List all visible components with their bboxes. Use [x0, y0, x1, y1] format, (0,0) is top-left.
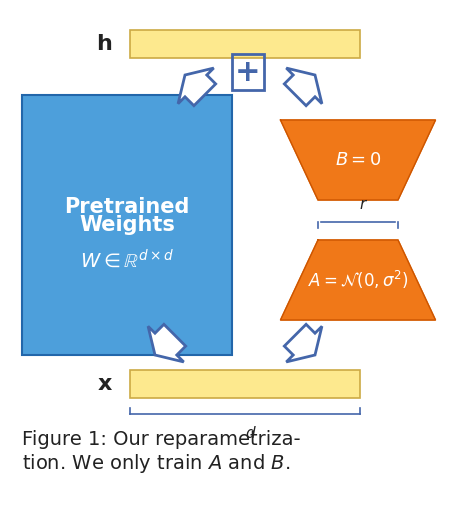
Polygon shape: [283, 324, 321, 362]
Polygon shape: [283, 68, 321, 106]
Polygon shape: [280, 240, 435, 320]
Text: tion. We only train $A$ and $B$.: tion. We only train $A$ and $B$.: [22, 452, 289, 475]
Text: $B = 0$: $B = 0$: [334, 151, 380, 169]
Text: Weights: Weights: [79, 215, 175, 235]
Text: h: h: [96, 34, 112, 54]
FancyBboxPatch shape: [130, 370, 359, 398]
Polygon shape: [280, 120, 435, 200]
Text: x: x: [97, 374, 112, 394]
FancyBboxPatch shape: [130, 30, 359, 58]
Text: $A = \mathcal{N}(0, \sigma^2)$: $A = \mathcal{N}(0, \sigma^2)$: [307, 269, 407, 291]
Polygon shape: [148, 324, 185, 362]
FancyBboxPatch shape: [22, 95, 232, 355]
Text: r: r: [359, 197, 365, 212]
Text: +: +: [235, 58, 260, 86]
Text: Figure 1: Our reparametriza-: Figure 1: Our reparametriza-: [22, 430, 300, 449]
Text: Pretrained: Pretrained: [64, 197, 189, 217]
Text: $W \in \mathbb{R}^{d\times d}$: $W \in \mathbb{R}^{d\times d}$: [80, 249, 174, 271]
Polygon shape: [178, 68, 215, 106]
Text: d: d: [245, 426, 254, 441]
